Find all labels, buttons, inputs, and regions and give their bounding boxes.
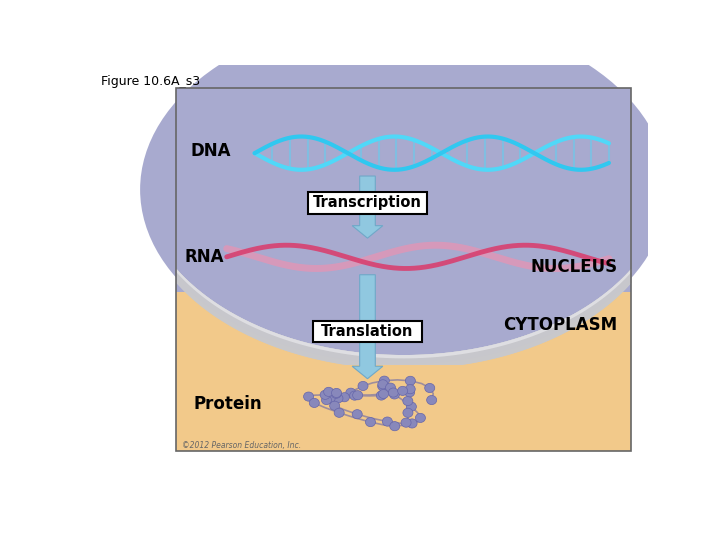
Ellipse shape bbox=[310, 399, 319, 408]
Ellipse shape bbox=[401, 418, 411, 427]
Ellipse shape bbox=[366, 417, 376, 427]
PathPatch shape bbox=[352, 176, 383, 238]
Ellipse shape bbox=[377, 391, 387, 400]
Ellipse shape bbox=[405, 376, 415, 386]
Bar bbox=[313, 321, 422, 342]
Text: ©2012 Pearson Education, Inc.: ©2012 Pearson Education, Inc. bbox=[182, 441, 301, 450]
Text: Protein: Protein bbox=[193, 395, 262, 413]
Ellipse shape bbox=[379, 389, 389, 399]
Ellipse shape bbox=[382, 417, 392, 426]
Text: RNA: RNA bbox=[185, 248, 225, 266]
Ellipse shape bbox=[353, 390, 363, 400]
Text: NUCLEUS: NUCLEUS bbox=[530, 258, 617, 276]
Ellipse shape bbox=[406, 402, 416, 411]
Ellipse shape bbox=[331, 389, 341, 399]
Ellipse shape bbox=[405, 388, 415, 397]
Ellipse shape bbox=[390, 422, 400, 431]
Ellipse shape bbox=[339, 393, 349, 402]
Bar bbox=[176, 87, 631, 292]
PathPatch shape bbox=[352, 275, 383, 379]
Ellipse shape bbox=[333, 394, 343, 403]
Bar bbox=[307, 192, 428, 214]
Ellipse shape bbox=[427, 395, 437, 404]
Bar bbox=[176, 87, 631, 269]
Bar bbox=[176, 365, 631, 451]
Text: Figure 10.6A_s3: Figure 10.6A_s3 bbox=[101, 75, 200, 88]
Ellipse shape bbox=[402, 396, 413, 406]
Ellipse shape bbox=[425, 383, 435, 393]
Ellipse shape bbox=[407, 419, 417, 428]
Bar bbox=[176, 87, 631, 451]
Text: DNA: DNA bbox=[190, 142, 231, 160]
Text: Transcription: Transcription bbox=[313, 195, 422, 211]
Ellipse shape bbox=[346, 388, 356, 397]
Ellipse shape bbox=[330, 401, 340, 410]
Ellipse shape bbox=[324, 387, 333, 396]
Ellipse shape bbox=[320, 390, 330, 400]
Ellipse shape bbox=[403, 408, 413, 417]
Ellipse shape bbox=[388, 388, 398, 397]
Ellipse shape bbox=[352, 410, 362, 419]
Ellipse shape bbox=[405, 384, 415, 394]
Ellipse shape bbox=[390, 390, 400, 399]
Ellipse shape bbox=[378, 380, 388, 389]
Ellipse shape bbox=[358, 381, 368, 390]
Text: Translation: Translation bbox=[321, 324, 414, 339]
Ellipse shape bbox=[304, 392, 314, 401]
Ellipse shape bbox=[379, 376, 390, 385]
PathPatch shape bbox=[176, 269, 631, 369]
Ellipse shape bbox=[140, 15, 667, 364]
Ellipse shape bbox=[415, 413, 426, 422]
PathPatch shape bbox=[176, 269, 631, 359]
Ellipse shape bbox=[334, 408, 344, 417]
Ellipse shape bbox=[385, 383, 395, 392]
PathPatch shape bbox=[176, 269, 631, 359]
Ellipse shape bbox=[397, 386, 408, 395]
Ellipse shape bbox=[378, 382, 387, 391]
Ellipse shape bbox=[325, 394, 336, 403]
Ellipse shape bbox=[331, 388, 341, 397]
PathPatch shape bbox=[176, 269, 631, 369]
Bar bbox=[176, 87, 631, 451]
Ellipse shape bbox=[350, 391, 360, 400]
Ellipse shape bbox=[322, 395, 331, 404]
Text: CYTOPLASM: CYTOPLASM bbox=[503, 316, 617, 334]
